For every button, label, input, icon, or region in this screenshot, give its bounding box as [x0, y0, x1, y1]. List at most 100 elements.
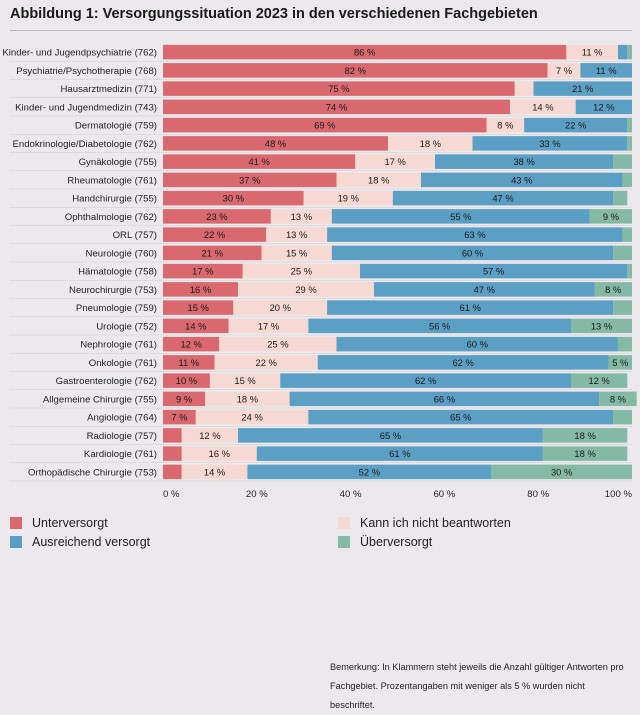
bar-segment: [163, 282, 239, 297]
data-label: 8 %: [497, 120, 513, 131]
legend-label-kann-nicht: Kann ich nicht beantworten: [360, 516, 511, 530]
bar-segment: [542, 446, 628, 461]
data-label: 37 %: [239, 174, 260, 185]
data-label: 65 %: [380, 430, 401, 441]
bar-segment: [331, 209, 590, 224]
data-label: 60 %: [462, 247, 483, 258]
data-label: 75 %: [328, 83, 349, 94]
data-label: 22 %: [204, 229, 225, 240]
bar-segment: [613, 154, 632, 169]
bar-segment: [163, 464, 182, 480]
x-tick-label: 80 %: [527, 489, 549, 500]
data-label: 18 %: [368, 174, 389, 185]
chart-title: Abbildung 1: Versorgungssituation 2023 i…: [10, 6, 538, 22]
bar-segment: [163, 154, 356, 169]
bar-segment: [547, 63, 581, 78]
bar-segment: [627, 263, 632, 279]
legend-label-unterversorgt: Unterversorgt: [32, 516, 108, 530]
bar-segment: [491, 464, 632, 480]
data-label: 13 %: [591, 320, 612, 331]
data-label: 14 %: [204, 466, 225, 477]
bar-segment: [327, 300, 614, 315]
data-label: 61 %: [389, 448, 410, 459]
bar-segment: [613, 245, 632, 261]
bar-segment: [195, 409, 309, 425]
bar-segment: [181, 428, 239, 443]
data-label: 15 %: [286, 247, 307, 258]
data-label: 43 %: [511, 174, 532, 185]
data-label: 66 %: [434, 393, 455, 404]
data-label: 60 %: [467, 339, 488, 350]
bar-segment: [420, 172, 623, 188]
data-label: 82 %: [345, 65, 366, 76]
legend-item-ueberversorgt: Überversorgt: [338, 535, 432, 549]
bar-segment: [613, 409, 632, 425]
data-label: 21 %: [202, 247, 223, 258]
data-label: 18 %: [420, 138, 441, 149]
bar-segment: [355, 154, 436, 169]
data-label: 48 %: [265, 138, 286, 149]
data-label: 7 %: [556, 65, 572, 76]
bar-segment: [163, 263, 243, 279]
bar-segment: [486, 117, 525, 133]
bar-segment: [613, 190, 628, 206]
data-label: 25 %: [291, 266, 312, 277]
bar-segment: [228, 318, 309, 334]
bar-segment: [622, 227, 632, 242]
bar-segment: [233, 300, 328, 315]
data-label: 13 %: [286, 229, 307, 240]
category-label: Dermatologie (759): [75, 121, 157, 132]
category-label: Onkologie (761): [89, 358, 157, 369]
data-label: 15 %: [234, 375, 255, 386]
data-label: 18 %: [574, 430, 595, 441]
data-label: 8 %: [610, 393, 626, 404]
bar-segment: [622, 172, 632, 188]
data-label: 7 %: [171, 412, 187, 423]
data-label: 41 %: [248, 156, 269, 167]
data-label: 16 %: [209, 448, 230, 459]
data-label: 47 %: [474, 284, 495, 295]
bar-segment: [566, 44, 618, 60]
category-label: Gynäkologie (755): [79, 157, 157, 168]
bar-segment: [163, 373, 210, 388]
title-divider: [10, 30, 632, 31]
data-label: 20 %: [270, 302, 291, 313]
data-label: 14 %: [532, 101, 553, 112]
category-label: Neurologie (760): [86, 248, 157, 259]
bar-segment: [163, 227, 267, 242]
bar-segment: [163, 355, 215, 370]
data-label: 12 %: [588, 375, 609, 386]
bar-segment: [256, 446, 543, 461]
data-label: 10 %: [176, 375, 197, 386]
bar-segment: [163, 245, 262, 261]
category-label: Psychiatrie/Psychotherapie (768): [16, 66, 157, 77]
category-label: Angiologie (764): [87, 413, 157, 424]
bar-segment: [627, 44, 632, 60]
bar-segment: [331, 245, 614, 261]
x-tick-label: 60 %: [433, 489, 455, 500]
bar-segment: [261, 245, 332, 261]
legend-swatch-unterversorgt: [10, 517, 22, 529]
bar-segment: [533, 81, 632, 96]
bar-segment: [580, 63, 632, 78]
data-label: 22 %: [255, 357, 276, 368]
data-label: 9 %: [176, 393, 192, 404]
bar-segment: [435, 154, 614, 169]
category-label: Urologie (752): [96, 321, 157, 332]
bar-segment: [303, 190, 393, 206]
data-label: 69 %: [314, 120, 335, 131]
bar-segment: [627, 136, 632, 151]
data-label: 21 %: [572, 83, 593, 94]
bar-segment: [163, 63, 548, 78]
data-label: 33 %: [539, 138, 560, 149]
bar-segment: [266, 227, 328, 242]
bar-segment: [289, 391, 600, 407]
category-label: Allgemeine Chirurgie (755): [43, 394, 157, 405]
bar-segment: [163, 446, 182, 461]
legend-label-ueberversorgt: Überversorgt: [360, 535, 433, 549]
data-label: 57 %: [483, 266, 504, 277]
bar-segment: [392, 190, 614, 206]
bar-segment: [280, 373, 572, 388]
category-label: Ophthalmologie (762): [65, 212, 157, 223]
bar-segment: [388, 136, 473, 151]
